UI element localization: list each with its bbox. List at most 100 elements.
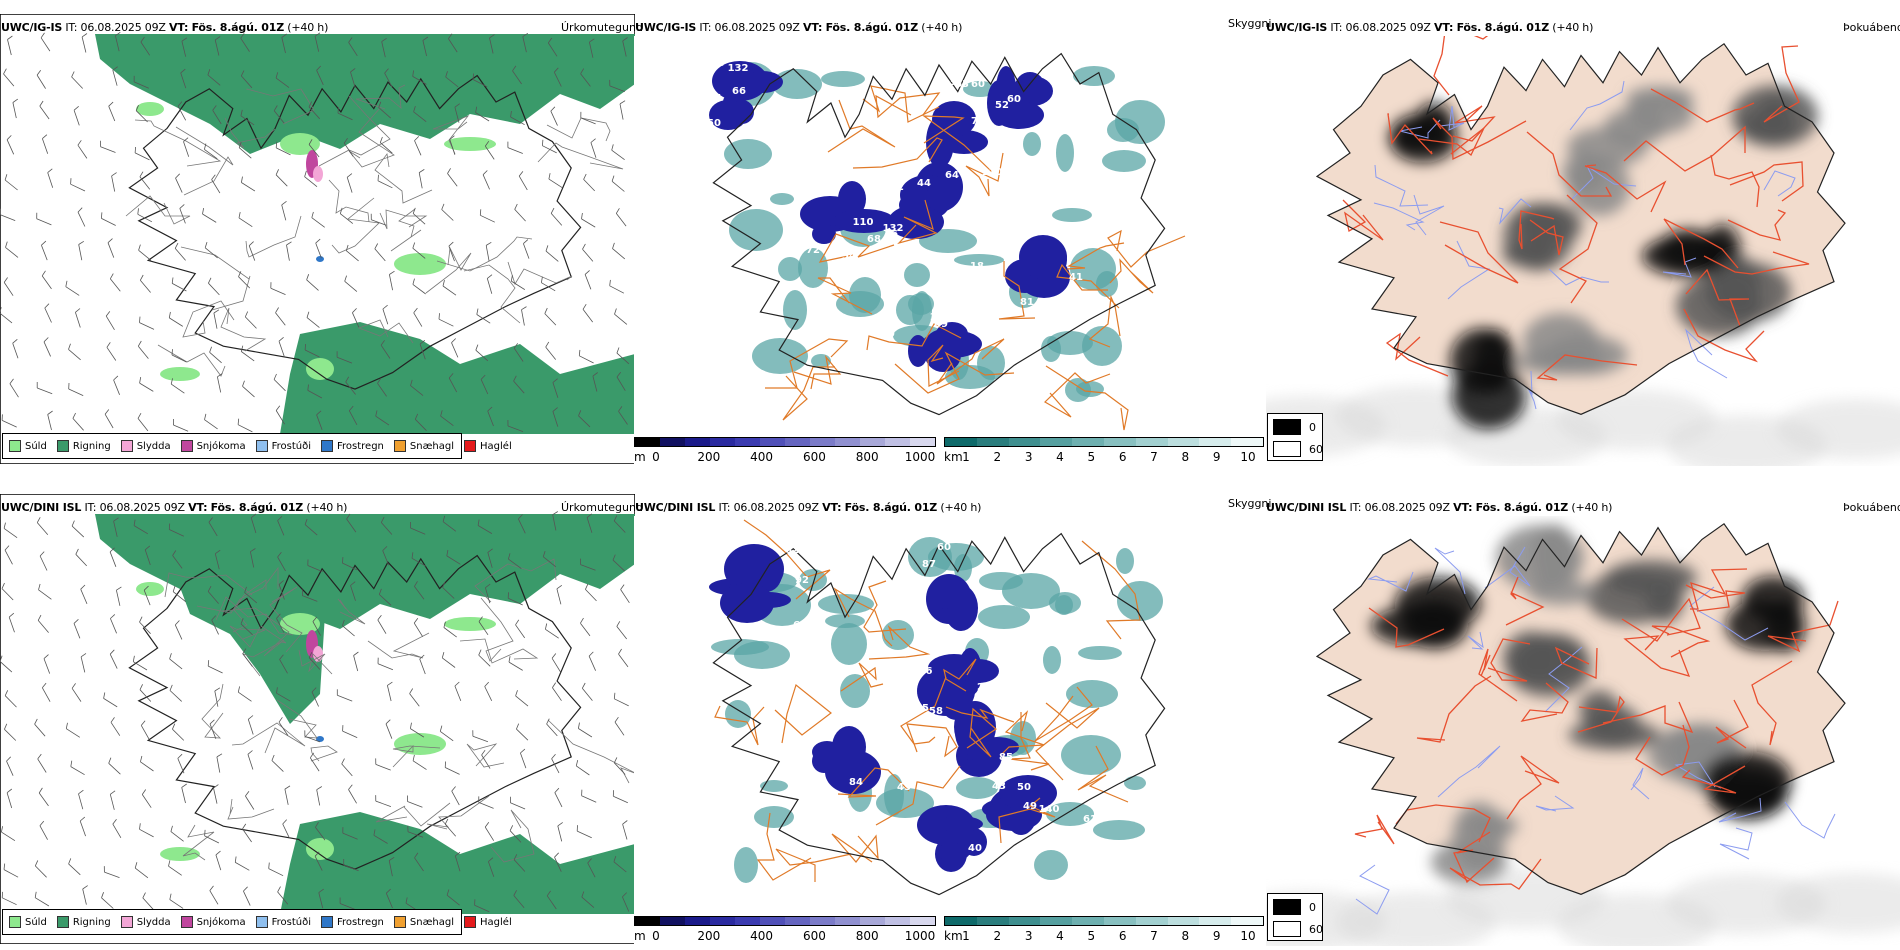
colorbar-step	[1135, 917, 1168, 925]
colorbar-step	[760, 917, 785, 925]
legend-label: Haglél	[480, 916, 512, 928]
visibility-label: 50	[1017, 782, 1031, 793]
fog-swatch-0	[1273, 419, 1301, 435]
visibility-label: 43	[992, 781, 1006, 792]
visibility-label: 118	[956, 293, 977, 304]
field-name-fog-top: Þokuábendi	[1843, 21, 1900, 34]
colorbar-tick-label: 2	[993, 929, 1002, 943]
legend-item-rigning: Rigning	[56, 440, 111, 452]
legend-label: Slydda	[136, 440, 171, 452]
visibility-colorbar	[944, 916, 1264, 926]
colorbar-tick-label: 1	[962, 929, 970, 943]
colorbar-step	[685, 917, 710, 925]
fog-index-map-bottom	[1266, 522, 1900, 946]
visibility-areas	[711, 537, 1163, 883]
colorbar-step	[1008, 917, 1041, 925]
colorbar-tick-label: 0	[652, 450, 660, 464]
legend-item-frostregn: Frostregn	[321, 916, 384, 928]
visibility-label: 132	[883, 223, 904, 234]
colorbar-step	[1072, 917, 1104, 925]
visibility-label: 70	[859, 174, 873, 185]
cloud-base-colorbar-top: m 0 200 400 600 800 1000	[634, 437, 936, 467]
colorbar-tick-label: 0	[652, 929, 660, 943]
panel-header-cloud-top: UWC/IG-IS IT: 06.08.2025 09Z VT: Fös. 8.…	[635, 21, 963, 34]
precip-type-map-bottom	[0, 494, 635, 944]
visibility-label: 113	[1005, 639, 1026, 650]
visibility-label: 110	[853, 217, 874, 228]
visibility-label: 16	[884, 229, 898, 240]
colorbar-step	[945, 438, 977, 446]
colorbar-step	[1103, 438, 1136, 446]
legend-swatch	[9, 916, 21, 928]
fog-panel-bottom	[1266, 516, 1900, 946]
wind-barbs	[0, 511, 630, 913]
colorbar-tick-label: 600	[802, 450, 826, 464]
legend-item-snjókoma: Snjókoma	[180, 440, 246, 452]
visibility-label: 60	[937, 542, 951, 553]
colorbar-tick-label: 1000	[904, 450, 936, 464]
colorbar-step	[735, 917, 760, 925]
visibility-label: 18	[970, 261, 984, 272]
visibility-label: 63	[955, 79, 969, 90]
visibility-label: 132	[728, 63, 749, 74]
panel-header-fog-bottom: UWC/DINI ISL IT: 06.08.2025 09Z VT: Fös.…	[1266, 501, 1613, 514]
legend-item-haglél: Haglél	[464, 440, 512, 452]
legend-item-snjókoma: Snjókoma	[180, 916, 246, 928]
iceland-coastline	[128, 74, 582, 390]
colorbar-tick-label: 400	[750, 450, 774, 464]
visibility-label: 81	[1020, 297, 1034, 308]
colorbar-tick-label: 3	[1024, 929, 1033, 943]
visibility-label: 92	[767, 728, 781, 739]
visibility-label: 32	[890, 182, 904, 193]
legend-label: Slydda	[136, 916, 171, 928]
cloud-base-areas	[709, 61, 1070, 372]
colorbar-tick-label: 1000	[904, 929, 936, 943]
colorbar-tick-label: 800	[855, 929, 879, 943]
legend-swatch	[56, 440, 69, 452]
road-network	[765, 85, 1186, 431]
colorbar-step	[1167, 438, 1200, 446]
colorbar-step	[1199, 917, 1232, 925]
visibility-label: 49	[1023, 801, 1037, 812]
visibility-label: 62	[785, 545, 799, 556]
legend-label: Snjókoma	[196, 916, 246, 928]
legend-swatch	[321, 440, 333, 452]
legend-item-snæhagl: Snæhagl	[393, 916, 454, 928]
legend-label: Snæhagl	[409, 440, 455, 452]
visibility-label: 68	[1005, 252, 1019, 263]
colorbar-step	[735, 438, 760, 446]
colorbar-step	[910, 438, 935, 446]
visibility-label: 63	[793, 620, 807, 631]
legend-label: Rigning	[72, 916, 111, 928]
colorbar-step	[685, 438, 710, 446]
road-network	[1342, 36, 1810, 381]
visibility-label: 110	[982, 167, 1003, 178]
panel-header-cloud-bottom: UWC/DINI ISL IT: 06.08.2025 09Z VT: Fös.…	[635, 501, 982, 514]
colorbar-tick-label: 10	[1240, 929, 1256, 943]
colorbar-step	[860, 917, 885, 925]
precip-legend-top: Súld Rigning Slydda Snjókoma Frostúði Frostre…	[2, 433, 512, 459]
colorbar-tick-label: 6	[1118, 929, 1127, 943]
colorbar-tick-label: 9	[1212, 450, 1221, 464]
colorbar-tick-label: 4	[1056, 929, 1064, 943]
legend-swatch	[120, 916, 133, 928]
legend-swatch	[464, 440, 477, 452]
precip-type-panel-bottom: Súld Rigning Slydda Snjókoma Frostúði Frostre…	[0, 494, 635, 944]
colorbar-step	[885, 438, 910, 446]
colorbar-step	[1231, 917, 1263, 925]
visibility-label: 54	[842, 251, 856, 262]
model-name: UWC/IG-IS	[1, 21, 63, 34]
cloud-base-unit: m	[634, 929, 646, 943]
iceland-coastline	[712, 532, 1166, 896]
visibility-label: 67	[926, 757, 940, 768]
fog-swatch-60	[1273, 441, 1301, 457]
visibility-label: 66	[732, 86, 746, 97]
colorbar-step	[1103, 917, 1136, 925]
panel-header-precip-top: UWC/IG-IS IT: 06.08.2025 09Z VT: Fös. 8.…	[1, 21, 329, 34]
legend-swatch	[180, 916, 193, 928]
fog-legend-top: 0 60	[1267, 413, 1323, 461]
fog-panel-top	[1266, 36, 1900, 466]
colorbar-tick-label: 200	[697, 450, 721, 464]
panel-header-precip-bottom: UWC/DINI ISL IT: 06.08.2025 09Z VT: Fös.…	[1, 501, 348, 514]
field-name-fog-bottom: Þokuábendi	[1843, 501, 1900, 514]
